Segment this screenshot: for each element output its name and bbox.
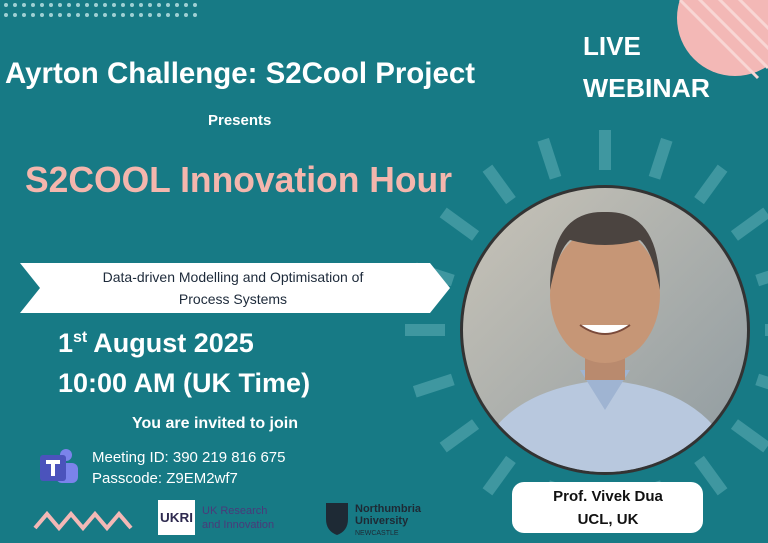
dot [13,3,17,7]
date-suffix: st [73,329,88,346]
sun-rays [405,130,768,530]
ray [482,164,516,205]
dot [175,13,179,17]
speaker-affiliation: UCL, UK [578,511,639,528]
date-month-year: August 2025 [93,328,254,358]
dot [130,13,134,17]
dot [157,3,161,7]
dot [4,3,8,7]
dot [130,3,134,7]
dot [13,13,17,17]
northumbria-text: NEWCASTLE [355,530,399,537]
dot [166,13,170,17]
dot [31,13,35,17]
dot [148,13,152,17]
talk-banner [20,263,450,313]
dot [85,13,89,17]
northumbria-text: Northumbria [355,503,422,515]
ray [482,455,516,496]
talk-title-line: Data-driven Modelling and Optimisation o… [103,269,364,285]
dot [49,13,53,17]
ray [439,419,480,453]
dot [58,3,62,7]
zigzag [33,510,133,532]
dot [49,3,53,7]
speaker-name: Prof. Vivek Dua [553,488,663,505]
dot [112,3,116,7]
title: Ayrton Challenge: S2Cool Project [5,57,475,90]
dot [139,13,143,17]
dot [94,13,98,17]
dot [40,13,44,17]
dot [166,3,170,7]
dot [112,13,116,17]
speaker-photo [460,185,750,475]
dot [67,3,71,7]
ray [755,270,768,287]
dot [85,3,89,7]
dot [40,3,44,7]
date: 1st August 2025 [58,328,254,358]
dot [184,3,188,7]
time: 10:00 AM (UK Time) [58,368,310,398]
ray [694,455,728,496]
northumbria-text: University [355,515,409,527]
ray [537,137,562,180]
dot [103,13,107,17]
dot [94,3,98,7]
invite: You are invited to join [132,415,298,432]
dot [67,13,71,17]
ray [412,373,455,398]
event-title: S2COOL Innovation Hour [25,159,452,200]
badge-live: LIVE [583,31,641,61]
dot [139,3,143,7]
dot [4,13,8,17]
presents: Presents [208,112,271,129]
dot [175,3,179,7]
ukri-text: and Innovation [202,519,274,531]
dot [121,13,125,17]
teams-icon [40,449,78,483]
dot [22,3,26,7]
badge-webinar: WEBINAR [583,73,710,103]
dot [193,3,197,7]
ray [730,419,768,453]
ray [439,207,480,241]
dot [121,3,125,7]
dot [103,3,107,7]
ray [694,164,728,205]
dot [184,13,188,17]
dot [76,13,80,17]
corner-circle [677,0,768,80]
dot [148,3,152,7]
dot [31,3,35,7]
dot [58,13,62,17]
ukri-mark: UKRI [160,510,193,525]
ukri-text: UK Research [202,505,267,517]
dot [22,13,26,17]
date-day: 1 [58,328,73,358]
dot [193,13,197,17]
ray [730,207,768,241]
dot [157,13,161,17]
ukri-logo [158,500,195,535]
dot-pattern [4,3,197,17]
dot [76,3,80,7]
northumbria-crest [326,503,348,535]
passcode: Passcode: Z9EM2wf7 [92,470,238,487]
meeting-id: Meeting ID: 390 219 816 675 [92,449,285,466]
ray [648,137,673,180]
ray [755,373,768,390]
speaker-box [512,482,703,533]
talk-title-line: Process Systems [179,291,287,307]
